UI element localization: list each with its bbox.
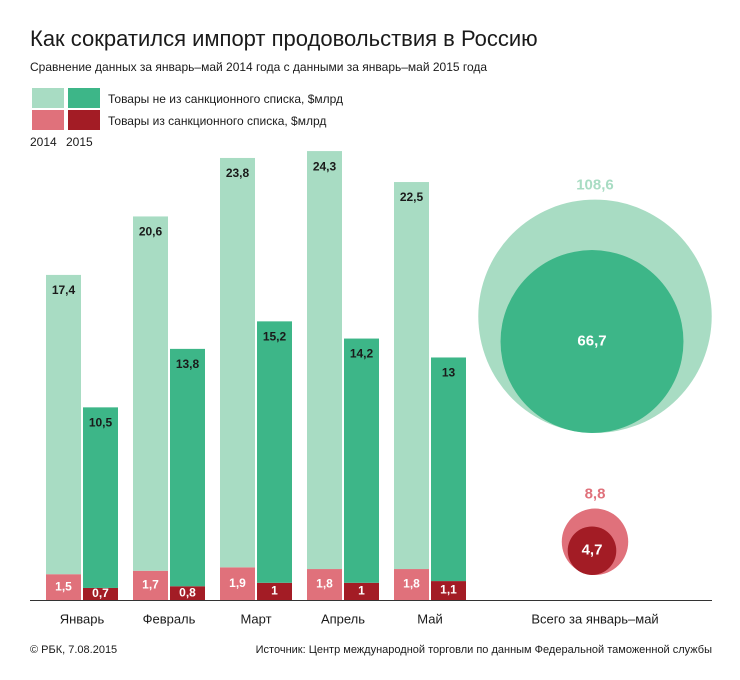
- data-label: 1,5: [55, 579, 72, 593]
- data-label: 66,7: [577, 332, 606, 349]
- x-tick-label: Февраль: [143, 611, 196, 626]
- bar-segment: [83, 407, 118, 588]
- x-tick-label: Всего за январь–май: [531, 611, 658, 626]
- data-label: 0,7: [92, 586, 109, 600]
- data-label: 20,6: [139, 225, 163, 239]
- bar-segment: [431, 581, 466, 600]
- bar-segment: [170, 348, 205, 587]
- bar-segment: [133, 216, 168, 571]
- bar-segment: [133, 570, 168, 600]
- data-label: 17,4: [52, 283, 76, 297]
- legend-swatch: [68, 88, 100, 108]
- data-label: 1,8: [403, 577, 420, 591]
- legend-swatch: [32, 110, 64, 130]
- chart-subtitle: Сравнение данных за январь–май 2014 года…: [30, 60, 487, 74]
- data-label: 10,5: [89, 416, 113, 430]
- data-label: 1: [271, 584, 278, 598]
- bar-segment: [307, 569, 342, 600]
- data-label: 0,8: [179, 585, 196, 599]
- legend-swatch: [68, 110, 100, 130]
- bar-segment: [344, 338, 379, 583]
- bar-segment: [83, 587, 118, 600]
- data-label: 14,2: [350, 347, 374, 361]
- total-bubble: [500, 250, 684, 433]
- data-label: 23,8: [226, 166, 250, 180]
- bar-segment: [220, 157, 255, 568]
- bar-segment: [170, 586, 205, 600]
- credit: © РБК, 7.08.2015: [30, 644, 117, 656]
- bar-segment: [344, 582, 379, 600]
- data-label: 4,7: [582, 542, 603, 559]
- data-label: 1: [358, 584, 365, 598]
- x-tick-label: Март: [240, 611, 271, 626]
- data-label: 22,5: [400, 190, 424, 204]
- year-label: 2014: [30, 135, 57, 149]
- chart-title: Как сократился импорт продовольствия в Р…: [30, 26, 538, 51]
- x-tick-label: Май: [417, 611, 442, 626]
- data-label: 1,7: [142, 578, 159, 592]
- bar-segment: [257, 582, 292, 600]
- bar-segment: [257, 321, 292, 583]
- year-label: 2015: [66, 135, 93, 149]
- bar-segment: [431, 357, 466, 582]
- bar-segment: [307, 151, 342, 570]
- bar-segment: [220, 567, 255, 600]
- legend-label: Товары не из санкционного списка, $млрд: [108, 92, 343, 106]
- x-tick-label: Январь: [60, 611, 105, 626]
- data-label: 13: [442, 366, 456, 380]
- bar-segment: [46, 274, 81, 575]
- data-label: 8,8: [585, 486, 606, 503]
- legend-swatch: [32, 88, 64, 108]
- bar-segment: [46, 574, 81, 600]
- data-label: 13,8: [176, 357, 200, 371]
- data-label: 1,9: [229, 576, 246, 590]
- bar-segment: [394, 569, 429, 600]
- legend-label: Товары из санкционного списка, $млрд: [108, 114, 326, 128]
- data-label: 15,2: [263, 330, 287, 344]
- bar-segment: [394, 182, 429, 570]
- total-bubble: [567, 526, 617, 575]
- data-label: 24,3: [313, 159, 337, 173]
- data-label: 108,6: [576, 177, 614, 194]
- data-label: 1,1: [440, 583, 457, 597]
- source: Источник: Центр международной торговли п…: [256, 644, 712, 656]
- data-label: 1,8: [316, 577, 333, 591]
- x-tick-label: Апрель: [321, 611, 365, 626]
